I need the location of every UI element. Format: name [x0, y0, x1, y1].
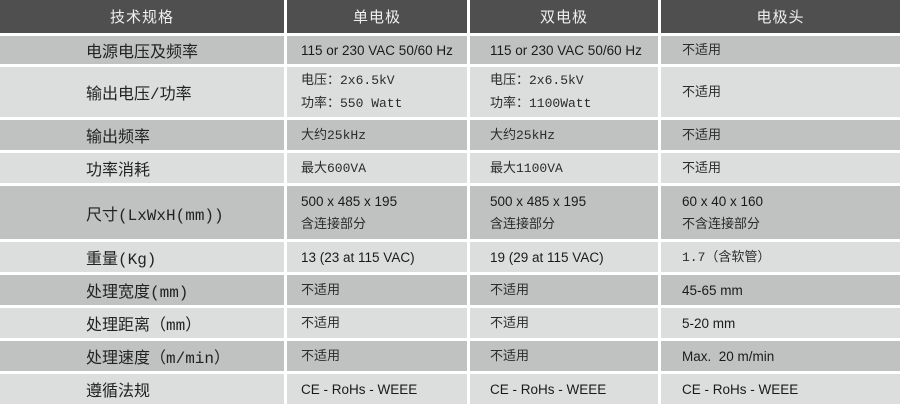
- cell-line: 13 (23 at 115 VAC): [301, 249, 415, 265]
- table-cell: 电压：2x6.5kV 功率：1100Watt: [470, 67, 658, 117]
- cell-line: 115 or 230 VAC 50/60 Hz: [301, 42, 453, 58]
- cell-line: 500 x 485 x 195: [301, 193, 398, 209]
- cell-line: 电压：2x6.5kV: [490, 73, 584, 88]
- table-cell: 115 or 230 VAC 50/60 Hz: [470, 36, 658, 64]
- cell-line: 500 x 485 x 195: [490, 193, 587, 209]
- cell-line: 含连接部分: [490, 216, 556, 232]
- cell-line: 不适用: [301, 348, 341, 364]
- cell-line: 大约25kHz: [490, 127, 556, 143]
- row-label: 电源电压及频率: [0, 36, 284, 64]
- table-cell: 不适用: [661, 67, 900, 117]
- cell-line: 最大1100VA: [490, 160, 563, 176]
- cell-line: CE - RoHs - WEEE: [301, 381, 418, 397]
- cell-line: 60 x 40 x 160: [682, 193, 764, 209]
- column-header: 双电极: [470, 0, 658, 33]
- cell-line: 不适用: [682, 84, 722, 100]
- row-label: 处理距离（mm）: [0, 308, 284, 338]
- cell-line: 19 (29 at 115 VAC): [490, 249, 604, 265]
- cell-line: 含连接部分: [301, 216, 367, 232]
- table-cell: 大约25kHz: [470, 120, 658, 150]
- cell-line: 不适用: [682, 127, 722, 143]
- cell-line: CE - RoHs - WEEE: [682, 381, 799, 397]
- table-cell: Max. 20 m/min: [661, 341, 900, 371]
- table-cell: 最大600VA: [287, 153, 467, 183]
- table-cell: 电压：2x6.5kV 功率：550 Watt: [287, 67, 467, 117]
- cell-line: CE - RoHs - WEEE: [490, 381, 607, 397]
- cell-line: 不适用: [682, 42, 722, 58]
- table-cell: 不适用: [470, 341, 658, 371]
- row-label: 处理速度（m/min）: [0, 341, 284, 371]
- cell-line: 不适用: [490, 315, 530, 331]
- cell-line: 115 or 230 VAC 50/60 Hz: [490, 42, 642, 58]
- column-header: 技术规格: [0, 0, 284, 33]
- table-cell: 115 or 230 VAC 50/60 Hz: [287, 36, 467, 64]
- table-cell: 500 x 485 x 195 含连接部分: [287, 186, 467, 239]
- table-cell: 19 (29 at 115 VAC): [470, 242, 658, 272]
- cell-line: 不适用: [490, 282, 530, 298]
- row-label: 功率消耗: [0, 153, 284, 183]
- cell-line: 5-20 mm: [682, 315, 736, 331]
- cell-line: 功率：1100Watt: [490, 96, 592, 111]
- cell-line: 不含连接部分: [682, 216, 761, 232]
- table-cell: 不适用: [661, 120, 900, 150]
- cell-line: 电压：2x6.5kV: [301, 73, 395, 88]
- row-label: 输出频率: [0, 120, 284, 150]
- table-cell: CE - RoHs - WEEE: [287, 374, 467, 404]
- column-header: 单电极: [287, 0, 467, 33]
- row-label: 输出电压/功率: [0, 67, 284, 117]
- cell-line: 不适用: [301, 282, 341, 298]
- table-cell: 60 x 40 x 160 不含连接部分: [661, 186, 900, 239]
- table-cell: 5-20 mm: [661, 308, 900, 338]
- table-cell: 不适用: [661, 36, 900, 64]
- table-cell: 13 (23 at 115 VAC): [287, 242, 467, 272]
- table-cell: 500 x 485 x 195 含连接部分: [470, 186, 658, 239]
- table-cell: 不适用: [661, 153, 900, 183]
- cell-line: 不适用: [490, 348, 530, 364]
- cell-line: 不适用: [682, 160, 722, 176]
- cell-line: Max. 20 m/min: [682, 348, 775, 364]
- column-header: 电极头: [661, 0, 900, 33]
- table-cell: CE - RoHs - WEEE: [470, 374, 658, 404]
- row-label: 尺寸(LxWxH(mm)): [0, 186, 284, 239]
- row-label: 遵循法规: [0, 374, 284, 404]
- table-cell: 最大1100VA: [470, 153, 658, 183]
- cell-line: 功率：550 Watt: [301, 96, 403, 111]
- table-cell: 不适用: [287, 308, 467, 338]
- cell-line: 45-65 mm: [682, 282, 743, 298]
- row-label: 处理宽度(mm): [0, 275, 284, 305]
- table-cell: 1.7（含软管）: [661, 242, 900, 272]
- cell-line: 不适用: [301, 315, 341, 331]
- table-cell: 不适用: [470, 275, 658, 305]
- table-cell: 大约25kHz: [287, 120, 467, 150]
- row-label: 重量(Kg): [0, 242, 284, 272]
- cell-line: 最大600VA: [301, 160, 367, 176]
- table-cell: 45-65 mm: [661, 275, 900, 305]
- table-cell: CE - RoHs - WEEE: [661, 374, 900, 404]
- cell-line: 大约25kHz: [301, 127, 367, 143]
- table-cell: 不适用: [470, 308, 658, 338]
- table-cell: 不适用: [287, 275, 467, 305]
- cell-line: 1.7（含软管）: [682, 249, 771, 265]
- table-cell: 不适用: [287, 341, 467, 371]
